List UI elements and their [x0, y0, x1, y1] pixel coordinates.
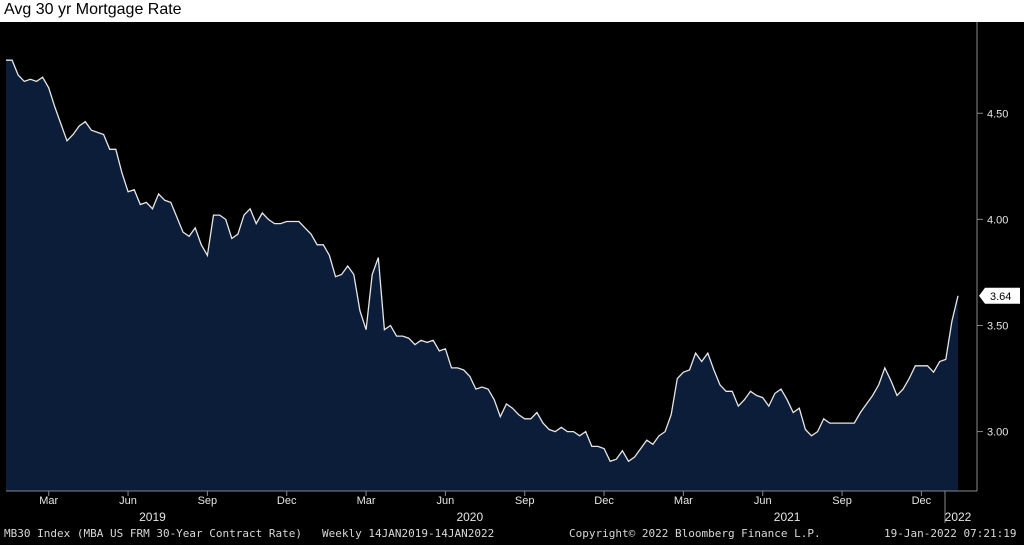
mortgage-rate-chart: 3.00 3.50 4.00 4.50 Mar Jun Sep Dec Mar Jun Sep De…	[0, 22, 1024, 544]
y-tick-label: 4.00	[987, 214, 1008, 226]
x-month-label: Sep	[198, 495, 218, 507]
x-month-label: Mar	[674, 495, 693, 507]
rate-line	[6, 59, 959, 463]
x-month-label: Sep	[832, 495, 852, 507]
x-month-label: Mar	[357, 495, 376, 507]
rate-area-fill	[6, 60, 958, 491]
x-year-label: 2020	[456, 510, 483, 524]
last-value-label: 3.64	[990, 291, 1011, 303]
footer-timestamp: 19-Jan-2022 07:21:19	[884, 527, 1017, 540]
x-month-label: Dec	[912, 495, 932, 507]
x-month-label: Mar	[39, 495, 58, 507]
y-tick-label: 3.50	[987, 320, 1008, 332]
x-year-label: 2022	[945, 510, 972, 524]
x-month-label: Dec	[277, 495, 297, 507]
y-ticks: 3.00 3.50 4.00 4.50	[977, 108, 1008, 439]
x-month-label: Jun	[437, 495, 455, 507]
footer-bar: MB30 Index (MBA US FRM 30-Year Contract …	[0, 523, 1024, 545]
x-year-label: 2019	[139, 510, 166, 524]
footer-range: Weekly 14JAN2019-14JAN2022	[322, 527, 495, 540]
footer-index-desc: MB30 Index (MBA US FRM 30-Year Contract …	[4, 527, 303, 540]
x-ticks: Mar Jun Sep Dec Mar Jun Sep Dec Mar Jun Sep Dec 2019…	[39, 491, 972, 524]
y-tick-label: 4.50	[987, 108, 1008, 120]
chart-title: Avg 30 yr Mortgage Rate	[4, 1, 182, 18]
y-tick-label: 3.00	[987, 427, 1008, 439]
last-value-marker: 3.64	[979, 287, 1020, 304]
footer-copyright: Copyright© 2022 Bloomberg Finance L.P.	[569, 527, 821, 540]
x-month-label: Sep	[515, 495, 535, 507]
x-year-label: 2021	[774, 510, 801, 524]
x-month-label: Jun	[754, 495, 772, 507]
chart-area: 3.00 3.50 4.00 4.50 Mar Jun Sep Dec Mar Jun Sep De…	[0, 22, 1024, 544]
x-month-label: Jun	[119, 495, 137, 507]
last-value-box	[979, 287, 1020, 304]
x-month-label: Dec	[594, 495, 614, 507]
